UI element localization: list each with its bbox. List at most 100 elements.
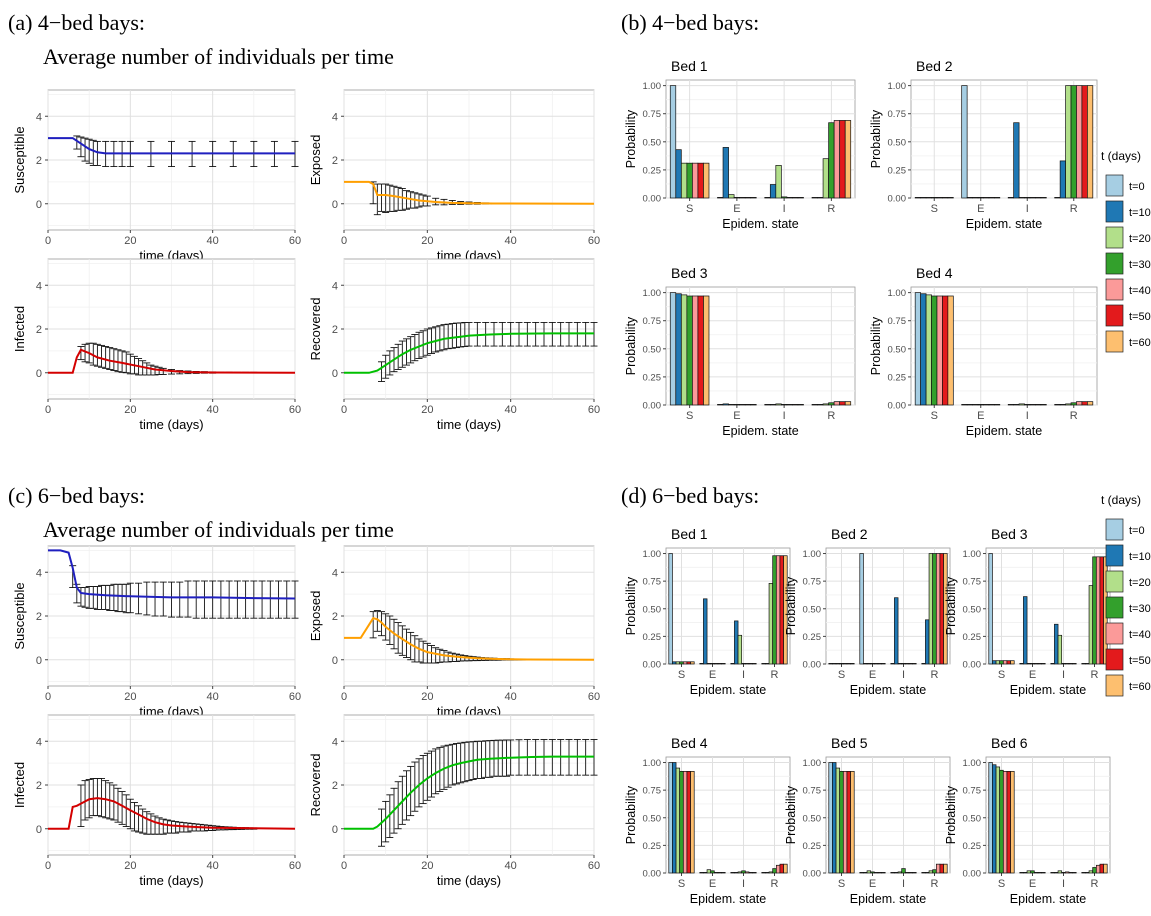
- bar-t40-E: [739, 197, 746, 199]
- bar-t30-E: [870, 871, 875, 874]
- bar-t60-S: [703, 162, 710, 199]
- bar-t0-E: [699, 872, 704, 874]
- tick-label-y: 0.25: [888, 165, 907, 176]
- bar-t60-S: [690, 661, 695, 665]
- tick-label-y: 2: [36, 611, 42, 623]
- bar-t20-I: [897, 871, 903, 874]
- error-bar: [81, 137, 89, 162]
- legend-item-label: t=30: [1129, 259, 1151, 271]
- tick-label-x: 40: [505, 235, 517, 247]
- error-bar: [382, 354, 390, 379]
- legend-b: t (days) t=0 t=10 t=20 t=30 t=40 t=50 t=60: [1101, 149, 1151, 353]
- bar-t0-I: [890, 663, 895, 665]
- error-bar: [258, 580, 266, 619]
- bar-t60-I: [752, 872, 757, 874]
- tick-label-x: I: [742, 669, 745, 681]
- bar-t20-E: [706, 663, 712, 665]
- tick-label-x: R: [1070, 203, 1078, 215]
- bar-t50-E: [717, 872, 722, 874]
- error-bar: [122, 351, 130, 374]
- legend-swatch: [1105, 518, 1124, 541]
- error-bar: [184, 580, 192, 618]
- bar-t30-S: [999, 769, 1004, 874]
- bar-t0-R: [761, 872, 766, 874]
- tick-label-x: 0: [341, 860, 347, 872]
- bar-t10-R: [1059, 404, 1066, 406]
- bar-t0-S: [668, 762, 673, 874]
- bar-t40-S: [682, 661, 688, 665]
- tick-label-x: S: [838, 669, 845, 681]
- y-axis-label: Infected: [12, 306, 27, 352]
- bar-t10-S: [675, 149, 682, 199]
- error-bar: [378, 808, 385, 847]
- bar-t10-R: [1059, 160, 1066, 199]
- tick-label-x: I: [902, 669, 905, 681]
- tick-label-y: 0.25: [888, 372, 907, 383]
- tick-label-y: 1.00: [888, 81, 907, 92]
- bar-t60-E: [881, 872, 886, 874]
- y-axis-label: Recovered: [308, 298, 323, 361]
- legend-swatch: [1105, 304, 1124, 327]
- bar-t0-E: [859, 553, 864, 665]
- tick-label-x: 40: [207, 691, 219, 703]
- bar-t10-S: [672, 762, 677, 874]
- tick-label-y: 0.25: [643, 632, 662, 643]
- chart-c-recovered: 0 20 40 60 0 2 4 time (days) Recovered: [308, 714, 600, 888]
- tick-label-x: I: [1026, 203, 1029, 215]
- bar-t20-I: [775, 165, 782, 199]
- error-bar: [378, 361, 385, 382]
- bar-t20-E: [972, 197, 979, 199]
- bar-t60-E: [1041, 872, 1046, 874]
- tick-label-y: 0.50: [888, 137, 907, 148]
- bar-t40-I: [786, 404, 793, 406]
- tick-label-y: 1.00: [963, 758, 982, 769]
- bar-t40-R: [1095, 864, 1101, 874]
- legend-title: t (days): [1101, 149, 1141, 163]
- tick-label-x: E: [869, 878, 876, 890]
- tick-label-y: 0.00: [888, 194, 907, 205]
- bar-t0-S: [988, 553, 993, 665]
- tick-label-x: R: [827, 203, 835, 215]
- tick-label-x: I: [1026, 410, 1029, 422]
- bed-title: Bed 5: [831, 735, 868, 751]
- y-axis-label: Susceptible: [12, 126, 27, 193]
- chart-d-bed1: 0.00 0.25 0.50 0.75 1.00 S E I R Bed 1 Epidem. sta…: [624, 526, 791, 697]
- bar-t40-R: [833, 120, 841, 199]
- y-axis-label: Probability: [869, 109, 883, 168]
- bar-t0-I: [890, 872, 895, 874]
- bar-t10-S: [920, 293, 927, 406]
- bar-t60-S: [703, 295, 710, 406]
- bar-t10-E: [1023, 872, 1028, 874]
- tick-label-y: 2: [36, 780, 42, 792]
- bar-t50-R: [839, 120, 846, 199]
- bar-t30-I: [781, 196, 788, 199]
- error-bar: [369, 611, 377, 639]
- bar-t40-E: [873, 663, 879, 665]
- bar-t0-E: [859, 872, 864, 874]
- y-axis-label: Exposed: [308, 135, 323, 186]
- error-bar: [225, 580, 233, 619]
- bar-t0-S: [828, 762, 833, 874]
- y-axis-label: Probability: [624, 109, 638, 168]
- panel-d-title: (d) 6−bed bays:: [621, 483, 760, 508]
- tick-label-x: R: [771, 878, 779, 890]
- bar-t30-S: [686, 295, 693, 406]
- bar-t40-S: [682, 771, 688, 874]
- error-bar: [77, 784, 85, 828]
- bar-t50-R: [1099, 863, 1104, 874]
- bar-t40-S: [1002, 771, 1008, 874]
- bar-t40-E: [873, 872, 879, 874]
- bar-t30-S: [839, 771, 844, 874]
- error-bar: [283, 580, 291, 619]
- legend-swatch: [1105, 174, 1124, 197]
- bar-t40-E: [983, 404, 990, 406]
- error-bar: [398, 187, 406, 211]
- bar-t50-S: [686, 661, 691, 665]
- legend-item-label: t=60: [1129, 681, 1151, 693]
- bar-t60-E: [721, 663, 726, 665]
- bar-t40-S: [936, 295, 943, 406]
- tick-label-y: 0.75: [963, 786, 982, 797]
- error-bar: [93, 140, 101, 166]
- tick-label-y: 1.00: [643, 758, 662, 769]
